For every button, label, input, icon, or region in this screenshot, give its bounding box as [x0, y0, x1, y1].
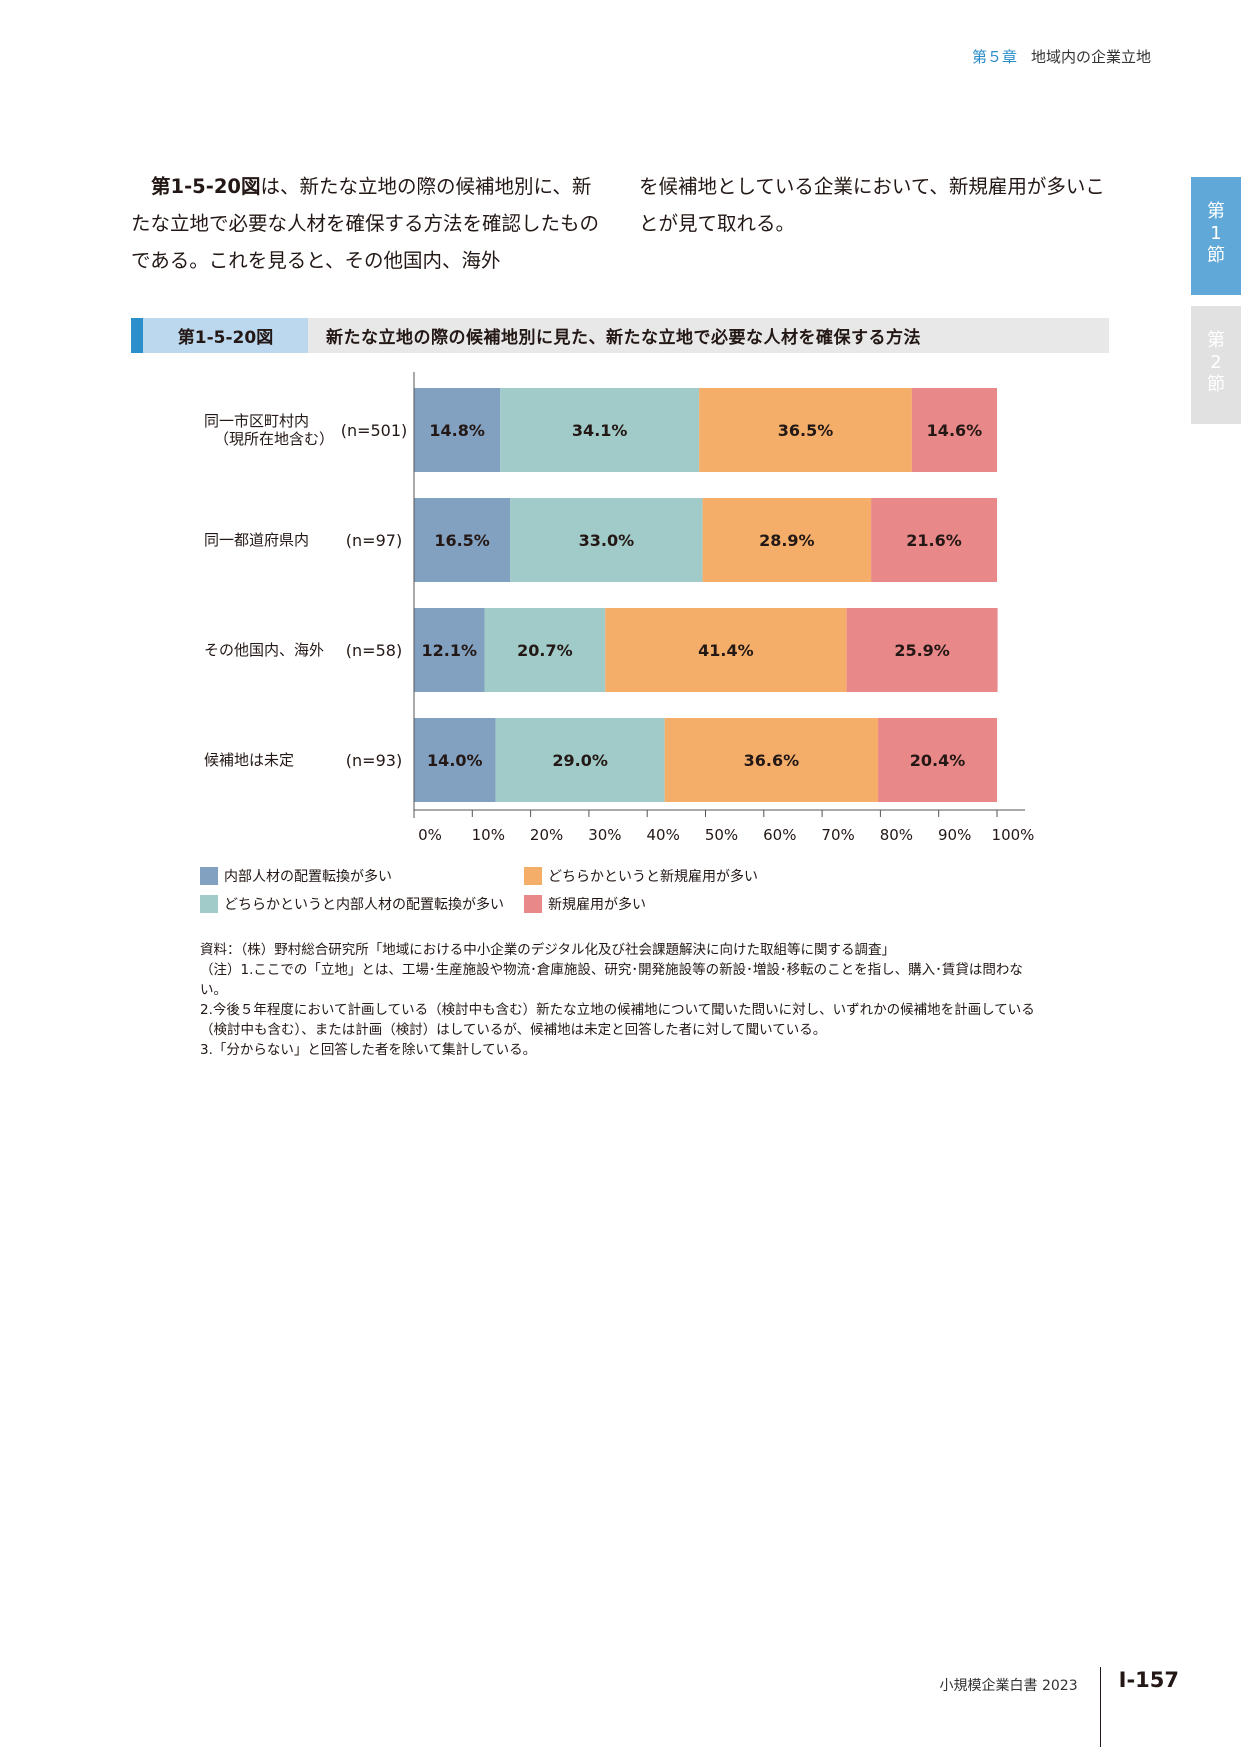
page-number: Ⅰ-157 — [1118, 1668, 1179, 1692]
x-tick-label: 0% — [418, 826, 442, 844]
x-tick-label: 50% — [705, 826, 738, 844]
note-3: 3.「分からない」と回答した者を除いて集計している。 — [200, 1042, 537, 1058]
data-label: 36.5% — [778, 421, 834, 440]
x-tick-label: 80% — [880, 826, 913, 844]
data-label: 16.5% — [434, 531, 490, 550]
x-tick-label: 20% — [530, 826, 563, 844]
note-1: （注）1.ここでの「立地」とは、工場･生産施設や物流･倉庫施設、研究･開発施設等… — [200, 962, 1023, 998]
category-label: その他国内、海外 — [204, 641, 324, 659]
data-label: 14.6% — [927, 421, 983, 440]
footer-divider — [1099, 1667, 1101, 1747]
page-footer: 小規模企業白書 2023 Ⅰ-157 — [940, 1667, 1179, 1747]
category-n-label: (n=93) — [346, 751, 402, 770]
category-label: 同一市区町村内 — [204, 412, 309, 430]
note-source: 資料：（株）野村総合研究所「地域における中小企業のデジタル化及び社会課題解決に向… — [200, 942, 895, 958]
bar-segment — [495, 718, 665, 802]
figure-reference: 第1-5-20図 — [151, 175, 261, 198]
bar-segment — [878, 718, 997, 802]
x-tick-label: 100% — [992, 826, 1035, 844]
data-label: 29.0% — [552, 751, 608, 770]
bar-segment — [500, 388, 700, 472]
figure-notes: 資料：（株）野村総合研究所「地域における中小企業のデジタル化及び社会課題解決に向… — [200, 940, 1035, 1060]
data-label: 34.1% — [572, 421, 628, 440]
figure-title: 新たな立地の際の候補地別に見た、新たな立地で必要な人材を確保する方法 — [326, 328, 921, 348]
x-tick-label: 70% — [821, 826, 854, 844]
intro-text-2: を候補地としている企業において、新規雇用が多いことが見て取れる。 — [639, 175, 1105, 235]
chart-legend: 内部人材の配置転換が多い どちらかというと新規雇用が多いどちらかというと内部人材の… — [200, 866, 840, 914]
legend-label: どちらかというと内部人材の配置転換が多い — [224, 897, 504, 913]
chapter-header: 第５章 地域内の企業立地 — [972, 46, 1151, 67]
chart-svg: 同一市区町村内（現所在地含む） (n=501) 14.8% 34.1% 36.5% 14.… — [204, 372, 1035, 844]
data-label: 41.4% — [698, 641, 754, 660]
figure-title-bar: 第1-5-20図 新たな立地の際の候補地別に見た、新たな立地で必要な人材を確保す… — [131, 318, 1109, 353]
category-label: 候補地は未定 — [204, 751, 294, 769]
bar-segment — [414, 718, 496, 802]
book-title: 小規模企業白書 2023 — [939, 1678, 1078, 1694]
data-label: 28.9% — [759, 531, 815, 550]
section-tab-1[interactable]: 第 1 節 — [1191, 177, 1241, 295]
section-tab-label: 第 1 節 — [1207, 201, 1225, 266]
legend-label: 内部人材の配置転換が多い — [224, 869, 392, 885]
section-tab-label: 第 2 節 — [1207, 330, 1225, 395]
legend-label: どちらかというと新規雇用が多い — [548, 869, 758, 885]
category-n-label: (n=97) — [346, 531, 402, 550]
intro-paragraph: 第1-5-20図は、新たな立地の際の候補地別に、新たな立地で必要な人材を確保する… — [131, 168, 1109, 279]
intro-column-2: を候補地としている企業において、新規雇用が多いことが見て取れる。 — [639, 168, 1107, 279]
legend-item: どちらかというと新規雇用が多い — [524, 866, 824, 886]
data-label: 36.6% — [744, 751, 800, 770]
legend-item: どちらかというと内部人材の配置転換が多い — [200, 894, 524, 914]
intro-text-1: は、新たな立地の際の候補地別に、新たな立地で必要な人材を確保する方法を確認したも… — [131, 175, 600, 272]
legend-swatch — [200, 895, 218, 913]
bar-segment — [510, 498, 703, 582]
data-label: 14.8% — [429, 421, 485, 440]
legend-swatch — [524, 895, 542, 913]
stacked-bar-chart: 同一市区町村内 （現所在地含む） (n=501) 14.8% 34.1% 36.5% 14.… — [190, 370, 1070, 860]
bar-segment — [871, 498, 997, 582]
x-tick-label: 10% — [472, 826, 505, 844]
bar-segment — [911, 388, 997, 472]
legend-item: 新規雇用が多い — [524, 894, 824, 914]
x-tick-label: 90% — [938, 826, 971, 844]
chapter-title: 地域内の企業立地 — [1030, 48, 1151, 66]
category-n-label: (n=501) — [341, 421, 408, 440]
figure-title-accent — [131, 318, 143, 353]
legend-swatch — [524, 867, 542, 885]
legend-item: 内部人材の配置転換が多い — [200, 866, 524, 886]
bar-segment — [699, 388, 912, 472]
bar-segment — [605, 608, 847, 692]
data-label: 14.0% — [427, 751, 483, 770]
legend-label: 新規雇用が多い — [548, 897, 646, 913]
bar-segment — [414, 498, 511, 582]
bar-segment — [664, 718, 879, 802]
chapter-number: 第５章 — [971, 48, 1017, 66]
x-tick-label: 60% — [763, 826, 796, 844]
data-label: 25.9% — [894, 641, 950, 660]
bar-segment — [846, 608, 998, 692]
x-tick-label: 30% — [588, 826, 621, 844]
data-label: 12.1% — [422, 641, 478, 660]
bar-segment — [702, 498, 872, 582]
bar-segment — [414, 388, 501, 472]
figure-number: 第1-5-20図 — [143, 318, 308, 353]
data-label: 21.6% — [906, 531, 962, 550]
category-label: （現所在地含む） — [214, 430, 334, 448]
data-label: 33.0% — [579, 531, 635, 550]
category-label: 同一都道府県内 — [204, 531, 309, 549]
intro-column-1: 第1-5-20図は、新たな立地の際の候補地別に、新たな立地で必要な人材を確保する… — [131, 168, 599, 279]
category-n-label: (n=58) — [346, 641, 402, 660]
section-tab-2[interactable]: 第 2 節 — [1191, 306, 1241, 424]
data-label: 20.4% — [910, 751, 966, 770]
bar-segment — [414, 608, 485, 692]
note-2: 2.今後５年程度において計画している（検討中も含む）新たな立地の候補地について聞… — [200, 1002, 1035, 1038]
bar-segment — [484, 608, 606, 692]
x-tick-label: 40% — [647, 826, 680, 844]
legend-swatch — [200, 867, 218, 885]
data-label: 20.7% — [517, 641, 573, 660]
